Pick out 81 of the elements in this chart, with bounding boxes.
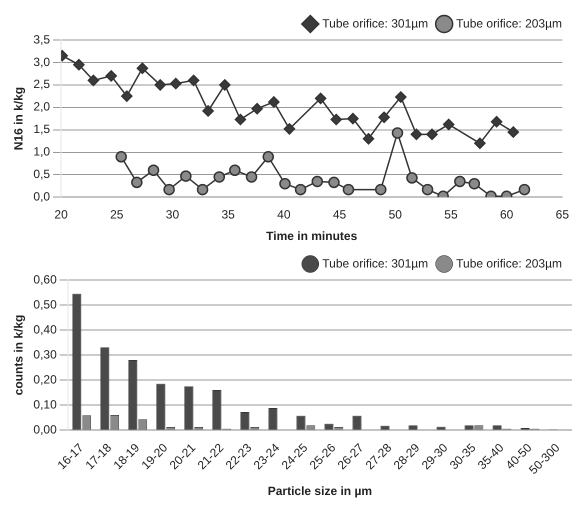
- point: [330, 114, 342, 126]
- y-tick-label: 0,60: [33, 272, 58, 286]
- legend-label: Tube orifice: 301µm: [322, 16, 428, 30]
- point: [73, 58, 85, 70]
- point: [284, 123, 296, 135]
- x-tick-label: 55: [444, 208, 458, 222]
- x-tick-label: 25: [110, 208, 124, 222]
- y-tick-label: 1,0: [33, 144, 50, 159]
- point: [406, 172, 418, 184]
- y-tick-label: 0,20: [33, 372, 58, 386]
- point: [518, 184, 530, 196]
- point: [362, 133, 374, 145]
- point: [426, 128, 438, 140]
- point: [392, 127, 404, 139]
- point: [378, 112, 390, 124]
- point: [234, 114, 246, 126]
- point: [468, 178, 480, 190]
- point: [219, 79, 231, 91]
- x-tick-label: 65: [556, 208, 570, 222]
- point: [422, 184, 434, 196]
- point: [170, 78, 182, 90]
- y-tick-label: 2,0: [33, 100, 50, 114]
- x-axis-title: Particle size in µm: [268, 484, 372, 498]
- y-tick-label: 3,5: [33, 32, 50, 46]
- point: [375, 184, 387, 196]
- x-tick-label: 45: [332, 208, 347, 222]
- point: [196, 184, 208, 196]
- point: [105, 70, 117, 82]
- point: [262, 151, 274, 163]
- y-tick-label: 1,5: [33, 122, 50, 136]
- point: [294, 184, 306, 196]
- x-tick-label: 30: [166, 208, 180, 222]
- point: [188, 74, 200, 86]
- point: [279, 178, 291, 190]
- y-tick-label: 0,00: [33, 422, 58, 436]
- point: [163, 184, 175, 196]
- point: [121, 90, 133, 102]
- point: [88, 74, 100, 86]
- point: [474, 138, 486, 150]
- point: [229, 164, 241, 176]
- point: [115, 151, 127, 163]
- point: [442, 118, 454, 130]
- point: [214, 171, 225, 183]
- point: [342, 184, 354, 196]
- point: [202, 105, 214, 117]
- y-tick-label: 2,5: [33, 77, 50, 92]
- y-axis-title: N16 in k/kg: [12, 86, 26, 150]
- point: [131, 176, 143, 188]
- point: [136, 62, 148, 74]
- point: [508, 126, 520, 138]
- y-tick-label: 0,5: [33, 167, 50, 182]
- point: [251, 102, 263, 114]
- point: [490, 116, 502, 128]
- y-tick-label: 0,0: [33, 190, 50, 204]
- y-tick-label: 0,30: [33, 347, 58, 362]
- point: [395, 91, 407, 103]
- point: [154, 79, 166, 91]
- x-tick-label: 40: [277, 208, 291, 222]
- legend-label: Tube orifice: 203µm: [456, 256, 562, 270]
- legend-label: Tube orifice: 301µm: [322, 256, 428, 270]
- legend-label: Tube orifice: 203µm: [456, 16, 562, 30]
- point: [347, 112, 359, 124]
- x-tick-label: 50: [388, 208, 402, 222]
- x-axis-title: Time in minutes: [266, 229, 358, 244]
- point: [148, 164, 160, 176]
- point: [268, 96, 280, 108]
- point: [246, 171, 258, 183]
- point: [180, 170, 192, 182]
- point: [328, 176, 340, 188]
- point: [314, 92, 326, 104]
- x-tick-label: 60: [500, 208, 514, 222]
- y-tick-label: 0,40: [33, 322, 58, 336]
- y-tick-label: 3,0: [33, 54, 50, 69]
- x-tick-label: 35: [221, 208, 236, 222]
- y-tick-label: 0,10: [33, 397, 58, 412]
- y-axis-title: counts in k/kg: [12, 314, 26, 396]
- point: [312, 176, 324, 188]
- point: [454, 176, 466, 188]
- x-tick-label: 20: [54, 208, 68, 222]
- point: [410, 128, 422, 140]
- y-tick-label: 0,50: [33, 297, 58, 312]
